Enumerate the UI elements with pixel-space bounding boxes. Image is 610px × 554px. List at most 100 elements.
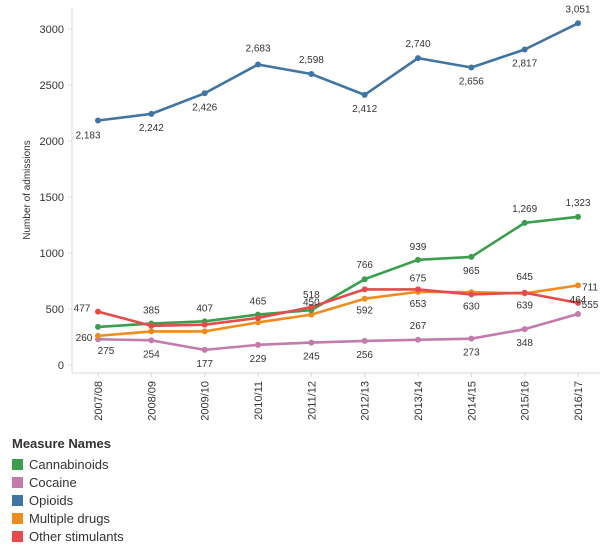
data-label: 2,183 xyxy=(75,131,100,142)
data-point xyxy=(148,328,155,335)
data-point xyxy=(308,303,315,310)
data-point xyxy=(255,314,261,321)
data-label: 273 xyxy=(463,348,480,359)
x-tick-label: 2008/09 xyxy=(146,381,158,421)
y-tick-label: 1500 xyxy=(40,192,64,204)
data-label: 639 xyxy=(516,300,533,311)
data-point xyxy=(521,219,528,226)
y-tick-label: 0 xyxy=(58,360,64,372)
y-tick-label: 1000 xyxy=(40,248,64,260)
data-label: 518 xyxy=(303,290,320,301)
data-label: 711 xyxy=(582,282,598,293)
legend-item-cannabinoids[interactable]: Cannabinoids xyxy=(12,455,124,473)
data-label: 555 xyxy=(582,300,599,311)
data-point xyxy=(148,322,155,329)
data-label: 592 xyxy=(356,306,373,317)
x-tick-label: 2012/13 xyxy=(360,381,372,421)
data-label: 766 xyxy=(356,260,373,271)
data-label: 2,683 xyxy=(245,44,270,55)
data-point xyxy=(308,311,315,318)
legend-swatch xyxy=(12,458,23,470)
data-label: 939 xyxy=(410,242,427,253)
series-line-other-stimulants xyxy=(97,288,579,328)
data-label: 653 xyxy=(410,299,427,310)
data-point xyxy=(95,308,101,315)
legend: Measure Names Cannabinoids Cocaine Opioi… xyxy=(12,436,124,545)
data-point xyxy=(361,276,368,283)
data-point xyxy=(201,328,208,335)
data-label: 2,426 xyxy=(192,102,217,113)
data-label: 254 xyxy=(143,349,160,360)
data-point xyxy=(361,286,368,293)
data-point xyxy=(575,20,581,27)
legend-title: Measure Names xyxy=(12,436,111,451)
legend-swatch xyxy=(12,512,23,524)
data-point xyxy=(521,46,528,53)
y-tick-label: 500 xyxy=(46,304,64,316)
data-point xyxy=(468,335,475,342)
x-tick-label: 2013/14 xyxy=(413,381,425,421)
data-point xyxy=(148,337,155,344)
data-label: 477 xyxy=(74,304,91,315)
x-tick-label: 2016/17 xyxy=(573,381,585,421)
series-line-cocaine xyxy=(97,312,579,352)
series-line-cannabinoids xyxy=(97,215,579,329)
data-label: 465 xyxy=(250,297,267,308)
data-point xyxy=(95,332,101,339)
legend-item-cocaine[interactable]: Cocaine xyxy=(12,473,124,491)
data-point xyxy=(201,90,208,97)
data-label: 407 xyxy=(196,303,213,314)
data-point xyxy=(255,319,261,326)
data-point xyxy=(415,256,421,263)
data-point xyxy=(468,253,475,260)
data-labels: 766 939 965 1,269 1,323 177 229 245 256 267 273 348… xyxy=(74,4,599,370)
data-point xyxy=(255,61,261,68)
data-point xyxy=(468,291,475,298)
data-point xyxy=(415,55,421,62)
data-label: 229 xyxy=(250,354,267,365)
x-tick-label: 2015/16 xyxy=(520,381,532,421)
data-point xyxy=(575,299,581,306)
data-label: 348 xyxy=(516,338,533,349)
x-tick-label: 2007/08 xyxy=(93,381,105,421)
data-point xyxy=(575,311,581,318)
data-label: 267 xyxy=(410,321,427,332)
data-point xyxy=(95,117,101,124)
y-axis-label: Number of admissions xyxy=(22,140,33,239)
series-lines xyxy=(97,22,579,352)
data-point xyxy=(575,213,581,220)
data-point xyxy=(575,282,581,289)
y-tick-label: 3000 xyxy=(40,24,64,36)
legend-label: Opioids xyxy=(29,492,74,508)
data-label: 260 xyxy=(76,333,93,344)
data-point xyxy=(308,339,315,346)
legend-item-multiple-drugs[interactable]: Multiple drugs xyxy=(12,509,124,527)
series-line-opioids xyxy=(97,22,579,122)
data-point xyxy=(308,71,315,78)
data-point xyxy=(415,336,421,343)
x-tick-label: 2014/15 xyxy=(466,381,478,421)
data-label: 256 xyxy=(356,350,373,361)
y-tick-label: 2000 xyxy=(40,136,64,148)
data-label: 965 xyxy=(463,266,480,277)
x-tick-label: 2010/11 xyxy=(253,381,265,420)
data-label: 385 xyxy=(143,306,160,317)
data-label: 2,598 xyxy=(299,55,324,66)
data-point xyxy=(255,341,261,348)
legend-label: Other stimulants xyxy=(29,528,124,544)
data-point xyxy=(361,337,368,344)
x-tick-label: 2009/10 xyxy=(200,381,212,421)
y-tick-label: 2500 xyxy=(40,80,64,92)
data-label: 645 xyxy=(516,272,533,283)
legend-label: Multiple drugs xyxy=(29,510,110,526)
data-label: 2,740 xyxy=(405,39,430,50)
data-point xyxy=(521,289,528,296)
x-tick-label: 2011/12 xyxy=(306,381,318,420)
data-label: 675 xyxy=(410,273,427,284)
data-label: 464 xyxy=(570,295,587,306)
legend-item-opioids[interactable]: Opioids xyxy=(12,491,124,509)
data-label: 177 xyxy=(196,359,213,370)
legend-swatch xyxy=(12,530,23,542)
legend-item-other-stimulants[interactable]: Other stimulants xyxy=(12,527,124,545)
